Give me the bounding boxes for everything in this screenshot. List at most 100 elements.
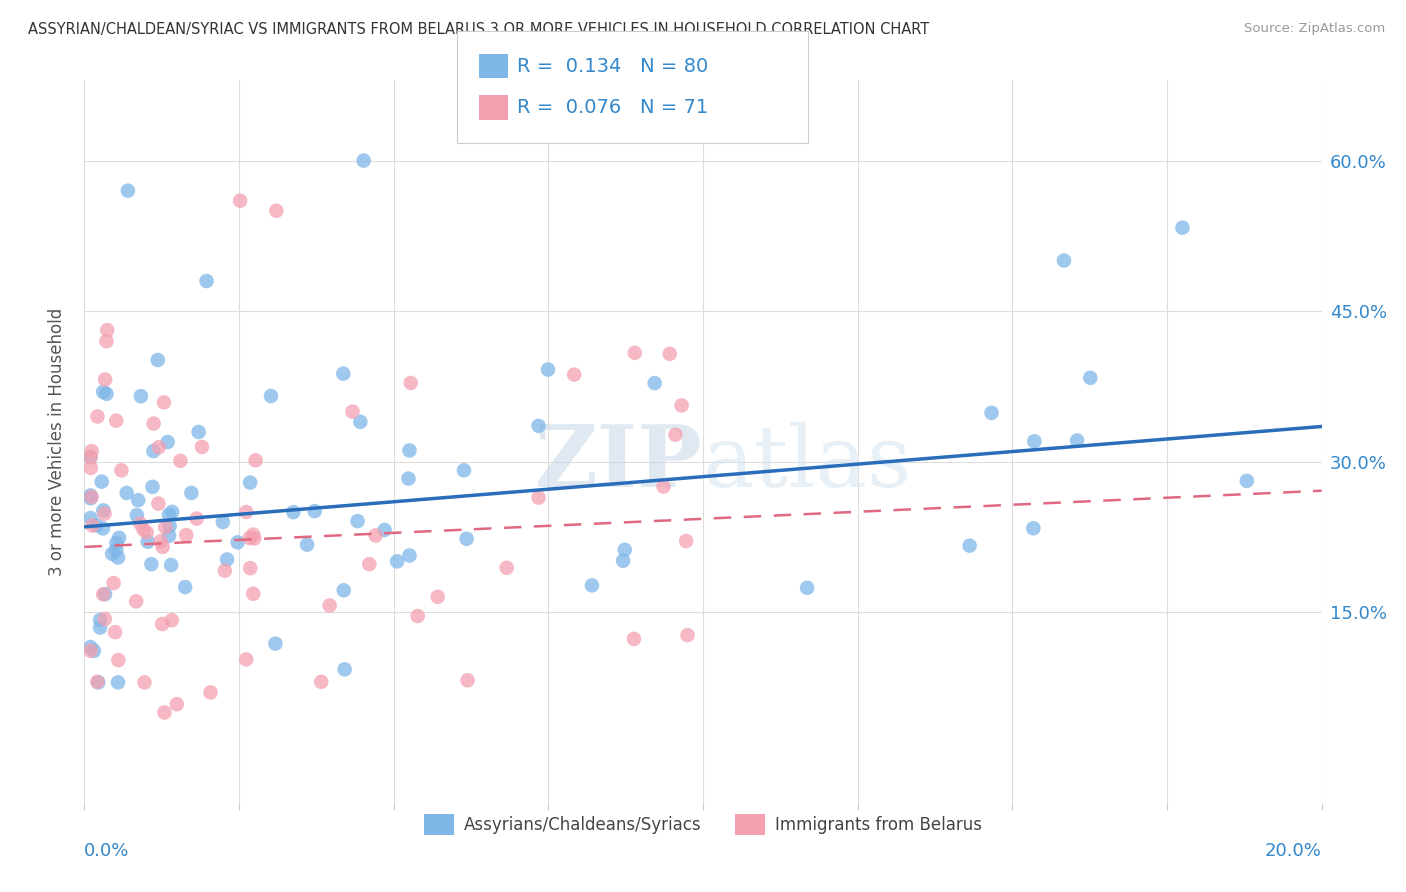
Point: [342, 404, 364, 418]
Point: [79, 450, 101, 464]
Point: [426, 590, 449, 604]
Point: [623, 346, 645, 360]
Point: [453, 463, 475, 477]
Point: [796, 581, 818, 595]
Point: [399, 376, 422, 390]
Point: [160, 613, 183, 627]
Point: [495, 561, 517, 575]
Point: [243, 532, 266, 546]
Point: [239, 475, 262, 490]
Point: [79, 488, 101, 502]
Point: [186, 511, 208, 525]
Text: R =  0.076   N = 71: R = 0.076 N = 71: [517, 98, 709, 117]
Point: [103, 576, 125, 591]
Point: [398, 443, 420, 458]
Point: [157, 529, 180, 543]
Point: [149, 534, 172, 549]
Legend: Assyrians/Chaldeans/Syriacs, Immigrants from Belarus: Assyrians/Chaldeans/Syriacs, Immigrants …: [418, 808, 988, 841]
Point: [180, 486, 202, 500]
Point: [245, 453, 267, 467]
Point: [226, 535, 249, 549]
Point: [80, 444, 103, 458]
Point: [457, 673, 479, 688]
Point: [90, 475, 112, 489]
Point: [129, 389, 152, 403]
Point: [1022, 521, 1045, 535]
Point: [153, 395, 176, 409]
Point: [406, 609, 429, 624]
Point: [353, 153, 375, 168]
Point: [101, 547, 124, 561]
Point: [174, 528, 197, 542]
Point: [96, 323, 118, 337]
Point: [1236, 474, 1258, 488]
Point: [260, 389, 283, 403]
Point: [675, 534, 697, 549]
Point: [187, 425, 209, 439]
Point: [214, 564, 236, 578]
Point: [235, 652, 257, 666]
Point: [664, 427, 686, 442]
Point: [359, 557, 381, 571]
Point: [364, 528, 387, 542]
Point: [93, 507, 115, 521]
Point: [105, 414, 128, 428]
Point: [652, 479, 675, 493]
Point: [134, 675, 156, 690]
Point: [89, 621, 111, 635]
Point: [239, 561, 262, 575]
Point: [264, 637, 287, 651]
Point: [110, 463, 132, 477]
Text: ZIP: ZIP: [536, 421, 703, 505]
Point: [125, 508, 148, 523]
Point: [980, 406, 1002, 420]
Text: R =  0.134   N = 80: R = 0.134 N = 80: [517, 57, 709, 76]
Point: [1066, 434, 1088, 448]
Point: [141, 558, 163, 572]
Point: [283, 505, 305, 519]
Point: [91, 587, 114, 601]
Point: [229, 194, 252, 208]
Point: [107, 653, 129, 667]
Point: [346, 514, 368, 528]
Text: Source: ZipAtlas.com: Source: ZipAtlas.com: [1244, 22, 1385, 36]
Point: [456, 532, 478, 546]
Point: [136, 534, 159, 549]
Point: [612, 554, 634, 568]
Point: [235, 505, 257, 519]
Point: [157, 508, 180, 522]
Point: [91, 503, 114, 517]
Point: [527, 418, 550, 433]
Point: [332, 367, 354, 381]
Point: [79, 450, 101, 465]
Point: [148, 497, 170, 511]
Point: [83, 644, 105, 658]
Point: [80, 490, 103, 504]
Point: [304, 504, 326, 518]
Text: 0.0%: 0.0%: [84, 842, 129, 860]
Point: [94, 612, 117, 626]
Point: [349, 415, 371, 429]
Point: [676, 628, 699, 642]
Point: [398, 549, 420, 563]
Point: [332, 583, 354, 598]
Point: [125, 594, 148, 608]
Point: [644, 376, 666, 390]
Point: [309, 674, 332, 689]
Point: [89, 613, 111, 627]
Point: [318, 599, 340, 613]
Point: [87, 675, 110, 690]
Point: [156, 435, 179, 450]
Point: [959, 539, 981, 553]
Point: [562, 368, 585, 382]
Point: [141, 480, 163, 494]
Point: [159, 519, 181, 533]
Point: [94, 372, 117, 386]
Point: [142, 417, 165, 431]
Point: [211, 515, 233, 529]
Point: [239, 531, 262, 545]
Point: [191, 440, 214, 454]
Point: [374, 523, 396, 537]
Point: [91, 521, 114, 535]
Point: [127, 493, 149, 508]
